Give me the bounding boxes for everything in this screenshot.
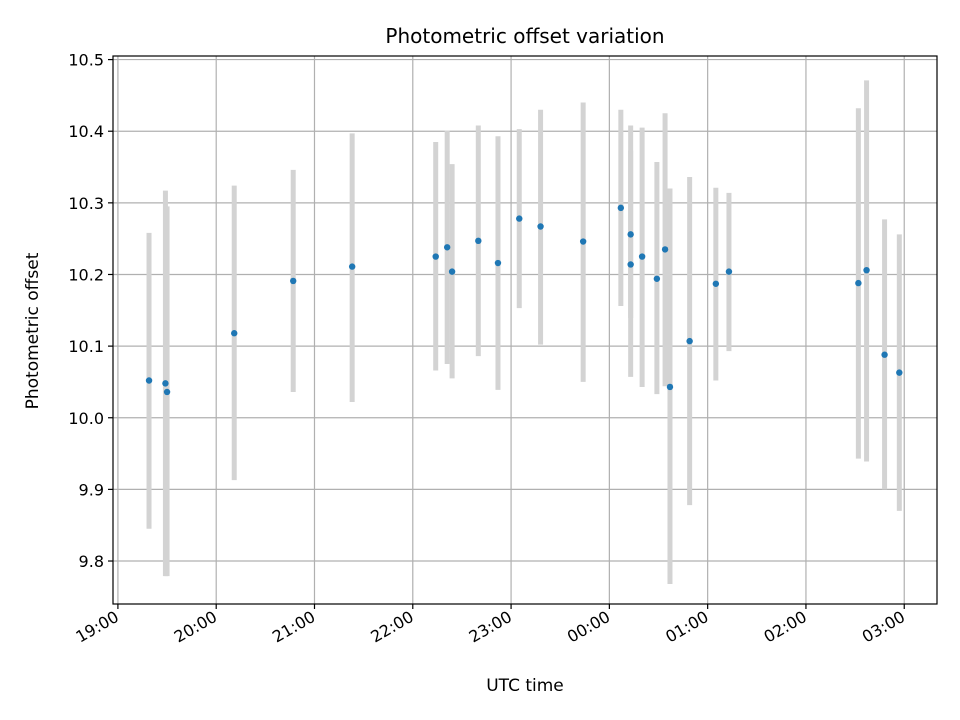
data-point xyxy=(348,263,356,270)
y-tick-label: 10.3 xyxy=(68,194,104,213)
data-point xyxy=(494,259,502,267)
data-point xyxy=(537,223,544,230)
data-points xyxy=(145,204,903,396)
y-tick-label: 9.8 xyxy=(79,552,104,571)
y-axis: 9.8 9.9 10.0 10.1 10.2 10.3 10.4 10.5 xyxy=(68,51,113,571)
data-point xyxy=(863,266,870,274)
data-point xyxy=(163,388,171,396)
data-point xyxy=(231,330,238,337)
chart-title: Photometric offset variation xyxy=(385,24,664,48)
data-point xyxy=(881,351,888,358)
data-point xyxy=(666,383,674,391)
grid xyxy=(113,56,937,604)
data-point xyxy=(448,268,456,275)
data-point xyxy=(579,238,587,245)
y-axis-label: Photometric offset xyxy=(23,252,43,409)
data-point xyxy=(661,246,669,253)
data-point xyxy=(896,369,903,376)
data-point xyxy=(638,253,646,260)
data-point xyxy=(432,253,439,260)
y-tick-label: 9.9 xyxy=(79,480,104,499)
data-point xyxy=(627,261,634,268)
data-point xyxy=(627,231,634,238)
x-axis-label: UTC time xyxy=(486,676,564,696)
data-point xyxy=(145,377,153,384)
data-point xyxy=(289,277,297,285)
data-point xyxy=(162,380,169,387)
plot-frame xyxy=(112,55,938,605)
data-point xyxy=(516,215,523,222)
y-tick-label: 10.5 xyxy=(68,51,104,70)
data-point xyxy=(686,337,693,345)
data-point xyxy=(725,268,733,275)
y-tick-label: 10.2 xyxy=(68,265,104,284)
data-point xyxy=(475,237,482,245)
data-point xyxy=(617,204,625,212)
data-point xyxy=(653,275,661,282)
data-point xyxy=(712,280,720,287)
y-tick-label: 10.4 xyxy=(68,122,104,141)
data-point xyxy=(443,244,451,251)
y-tick-label: 10.0 xyxy=(68,409,104,428)
y-tick-label: 10.1 xyxy=(68,337,104,356)
data-point xyxy=(855,279,862,287)
